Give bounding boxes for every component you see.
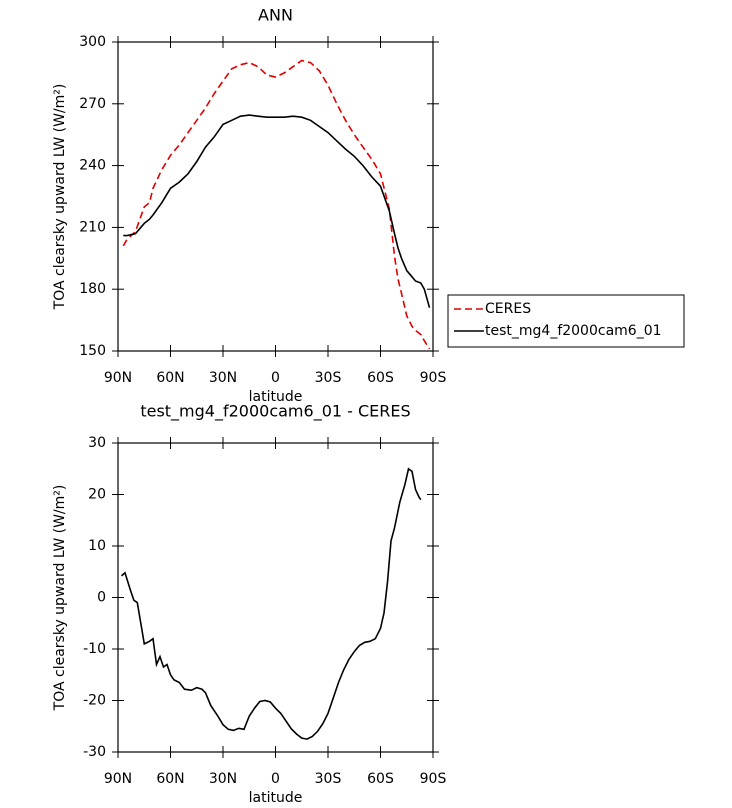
y-axis-label: TOA clearsky upward LW (W/m²) [52,485,68,712]
x-tick-label: 60N [156,370,184,386]
x-tick-label: 90S [420,370,447,386]
y-tick-label: 150 [79,343,106,359]
y-tick-label: -30 [83,744,106,760]
plot-frame [117,41,434,352]
x-axis-label: latitude [249,790,303,806]
x-tick-label: 30S [315,370,342,386]
x-tick-label: 0 [271,370,280,386]
x-tick-label: 90N [104,370,132,386]
y-tick-label: 180 [79,281,106,297]
legend-label: CERES [485,301,531,317]
legend-label: test_mg4_f2000cam6_01 [485,323,662,339]
x-tick-label: 60S [367,771,394,787]
x-tick-label: 30N [209,771,237,787]
x-tick-label: 90S [420,771,447,787]
series-line [120,467,422,740]
y-tick-label: -10 [83,641,106,657]
x-tick-label: 0 [271,771,280,787]
y-tick-label: 30 [88,435,106,451]
y-tick-label: 300 [79,34,106,50]
y-tick-label: 270 [79,96,106,112]
y-tick-label: 0 [97,590,106,606]
panel: ANN TOA clearsky upward LW (W/m²) latitude… [52,6,685,405]
plot-frame [117,442,434,753]
x-tick-label: 60S [367,370,394,386]
chart-title: ANN [258,6,293,25]
chart-title: test_mg4_f2000cam6_01 - CERES [140,402,410,422]
y-tick-label: 210 [79,219,106,235]
series-line [123,114,431,308]
y-tick-label: 10 [88,538,106,554]
y-tick-label: 240 [79,158,106,174]
x-tick-label: 30N [209,370,237,386]
series-line [122,59,431,350]
y-axis-label: TOA clearsky upward LW (W/m²) [52,84,68,311]
x-tick-label: 30S [315,771,342,787]
legend-box [447,294,685,348]
y-tick-label: 20 [88,487,106,503]
x-axis-label: latitude [249,389,303,405]
x-tick-label: 90N [104,771,132,787]
y-tick-label: -20 [83,693,106,709]
panel: test_mg4_f2000cam6_01 - CERES TOA clearsk… [52,402,446,807]
x-tick-label: 60N [156,771,184,787]
